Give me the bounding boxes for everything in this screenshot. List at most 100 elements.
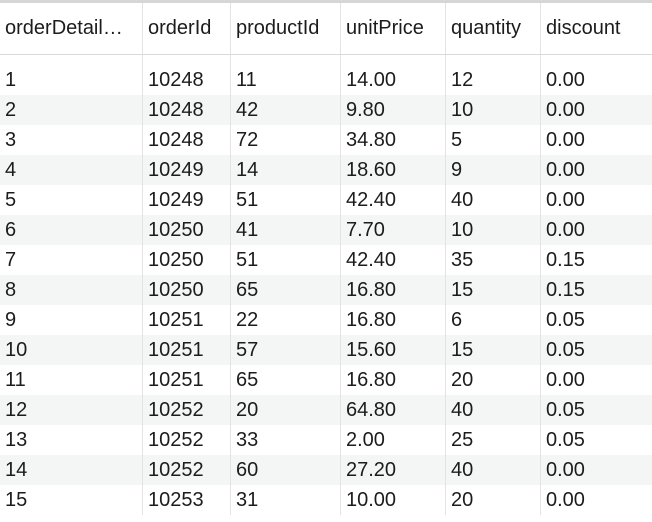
cell-unitprice[interactable]: 2.00 [341, 425, 446, 455]
table-row[interactable]: 10 10251 57 15.60 15 0.05 [0, 335, 652, 365]
cell-quantity[interactable]: 12 [446, 65, 541, 95]
table-row[interactable]: 11 10251 65 16.80 20 0.00 [0, 365, 652, 395]
cell-discount[interactable]: 0.00 [546, 99, 585, 121]
cell-unitprice[interactable]: 15.60 [341, 335, 446, 365]
cell-productid[interactable]: 72 [231, 125, 341, 155]
cell-discount[interactable]: 0.00 [546, 189, 585, 211]
table-row[interactable]: 6 10250 41 7.70 10 0.00 [0, 215, 652, 245]
cell-productid[interactable]: 65 [231, 365, 341, 395]
cell-quantity[interactable]: 10 [446, 215, 541, 245]
cell-discount[interactable]: 0.05 [546, 309, 585, 331]
table-row[interactable]: 7 10250 51 42.40 35 0.15 [0, 245, 652, 275]
cell-quantity[interactable]: 5 [446, 125, 541, 155]
cell-orderdetailid[interactable]: 6 [0, 215, 143, 245]
cell-quantity[interactable]: 6 [446, 305, 541, 335]
column-header-discount[interactable]: discount [546, 17, 621, 39]
cell-unitprice[interactable]: 34.80 [341, 125, 446, 155]
cell-orderdetailid[interactable]: 11 [0, 365, 143, 395]
cell-productid[interactable]: 22 [231, 305, 341, 335]
cell-quantity[interactable]: 10 [446, 95, 541, 125]
table-row[interactable]: 14 10252 60 27.20 40 0.00 [0, 455, 652, 485]
cell-quantity[interactable]: 40 [446, 455, 541, 485]
cell-orderid[interactable]: 10250 [143, 245, 231, 275]
cell-orderid[interactable]: 10251 [143, 305, 231, 335]
cell-discount[interactable]: 0.05 [546, 339, 585, 361]
cell-unitprice[interactable]: 10.00 [341, 485, 446, 515]
cell-orderdetailid[interactable]: 10 [0, 335, 143, 365]
cell-orderdetailid[interactable]: 1 [0, 65, 143, 95]
cell-orderid[interactable]: 10249 [143, 155, 231, 185]
cell-quantity[interactable]: 40 [446, 395, 541, 425]
cell-quantity[interactable]: 25 [446, 425, 541, 455]
cell-unitprice[interactable]: 14.00 [341, 65, 446, 95]
cell-orderdetailid[interactable]: 14 [0, 455, 143, 485]
cell-orderdetailid[interactable]: 7 [0, 245, 143, 275]
cell-orderdetailid[interactable]: 9 [0, 305, 143, 335]
table-row[interactable]: 13 10252 33 2.00 25 0.05 [0, 425, 652, 455]
cell-orderid[interactable]: 10250 [143, 215, 231, 245]
cell-productid[interactable]: 41 [231, 215, 341, 245]
table-row[interactable]: 5 10249 51 42.40 40 0.00 [0, 185, 652, 215]
table-row[interactable]: 1 10248 11 14.00 12 0.00 [0, 65, 652, 95]
cell-discount[interactable]: 0.00 [546, 369, 585, 391]
cell-quantity[interactable]: 35 [446, 245, 541, 275]
table-row[interactable]: 4 10249 14 18.60 9 0.00 [0, 155, 652, 185]
cell-orderid[interactable]: 10249 [143, 185, 231, 215]
cell-quantity[interactable]: 15 [446, 335, 541, 365]
cell-discount[interactable]: 0.00 [546, 129, 585, 151]
cell-orderid[interactable]: 10248 [143, 95, 231, 125]
cell-unitprice[interactable]: 42.40 [341, 185, 446, 215]
cell-discount[interactable]: 0.15 [546, 249, 585, 271]
cell-orderid[interactable]: 10250 [143, 275, 231, 305]
cell-unitprice[interactable]: 27.20 [341, 455, 446, 485]
cell-quantity[interactable]: 15 [446, 275, 541, 305]
cell-discount[interactable]: 0.00 [546, 459, 585, 481]
column-header-productid[interactable]: productId [231, 3, 341, 54]
table-row[interactable]: 9 10251 22 16.80 6 0.05 [0, 305, 652, 335]
cell-orderdetailid[interactable]: 15 [0, 485, 143, 515]
cell-discount[interactable]: 0.00 [546, 489, 585, 511]
cell-quantity[interactable]: 20 [446, 485, 541, 515]
cell-orderid[interactable]: 10253 [143, 485, 231, 515]
cell-unitprice[interactable]: 16.80 [341, 305, 446, 335]
cell-orderid[interactable]: 10251 [143, 365, 231, 395]
cell-unitprice[interactable]: 18.60 [341, 155, 446, 185]
cell-orderdetailid[interactable]: 5 [0, 185, 143, 215]
cell-discount[interactable]: 0.00 [546, 219, 585, 241]
cell-productid[interactable]: 11 [231, 65, 341, 95]
cell-productid[interactable]: 31 [231, 485, 341, 515]
cell-unitprice[interactable]: 64.80 [341, 395, 446, 425]
cell-productid[interactable]: 51 [231, 245, 341, 275]
cell-orderdetailid[interactable]: 4 [0, 155, 143, 185]
cell-unitprice[interactable]: 42.40 [341, 245, 446, 275]
cell-productid[interactable]: 42 [231, 95, 341, 125]
cell-discount[interactable]: 0.15 [546, 279, 585, 301]
cell-productid[interactable]: 57 [231, 335, 341, 365]
cell-unitprice[interactable]: 9.80 [341, 95, 446, 125]
cell-orderdetailid[interactable]: 12 [0, 395, 143, 425]
table-row[interactable]: 12 10252 20 64.80 40 0.05 [0, 395, 652, 425]
cell-discount[interactable]: 0.05 [546, 399, 585, 421]
cell-orderid[interactable]: 10248 [143, 65, 231, 95]
cell-quantity[interactable]: 40 [446, 185, 541, 215]
cell-orderid[interactable]: 10252 [143, 455, 231, 485]
column-header-unitprice[interactable]: unitPrice [341, 3, 446, 54]
cell-orderid[interactable]: 10252 [143, 425, 231, 455]
cell-productid[interactable]: 60 [231, 455, 341, 485]
cell-orderdetailid[interactable]: 13 [0, 425, 143, 455]
cell-orderdetailid[interactable]: 2 [0, 95, 143, 125]
table-row[interactable]: 3 10248 72 34.80 5 0.00 [0, 125, 652, 155]
cell-unitprice[interactable]: 16.80 [341, 275, 446, 305]
cell-orderid[interactable]: 10252 [143, 395, 231, 425]
cell-unitprice[interactable]: 7.70 [341, 215, 446, 245]
column-header-orderdetailid[interactable]: orderDetail… [0, 3, 143, 54]
cell-quantity[interactable]: 20 [446, 365, 541, 395]
cell-productid[interactable]: 14 [231, 155, 341, 185]
cell-productid[interactable]: 33 [231, 425, 341, 455]
cell-orderid[interactable]: 10248 [143, 125, 231, 155]
column-header-orderid[interactable]: orderId [143, 3, 231, 54]
cell-orderid[interactable]: 10251 [143, 335, 231, 365]
cell-productid[interactable]: 20 [231, 395, 341, 425]
cell-discount[interactable]: 0.00 [546, 159, 585, 181]
column-header-quantity[interactable]: quantity [446, 3, 541, 54]
